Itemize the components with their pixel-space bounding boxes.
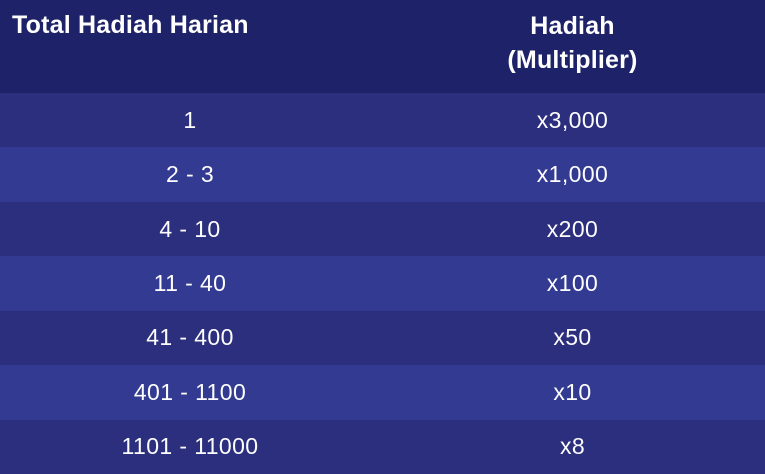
column-header-hadiah-label: Hadiah (530, 12, 615, 40)
cell-total-hadiah-harian: 2 - 3 (0, 147, 380, 201)
cell-value-multiplier: x10 (553, 378, 592, 405)
cell-total-hadiah-harian: 401 - 1100 (0, 365, 380, 419)
table-header-row: Total Hadiah Harian Hadiah (Multiplier) (0, 0, 765, 93)
table-row: 2 - 3 x1,000 (0, 147, 765, 202)
cell-value-range: 11 - 40 (153, 269, 227, 296)
cell-value-range: 41 - 400 (146, 324, 234, 351)
cell-total-hadiah-harian: 11 - 40 (0, 256, 380, 310)
table-row: 1101 - 11000 x8 (0, 419, 765, 474)
cell-hadiah-multiplier: x3,000 (380, 93, 765, 147)
column-header-multiplier-label: (Multiplier) (507, 46, 638, 74)
cell-value-multiplier: x50 (553, 324, 592, 351)
cell-hadiah-multiplier: x100 (380, 256, 765, 310)
column-header-total-hadiah-harian: Total Hadiah Harian (0, 0, 380, 42)
cell-value-multiplier: x3,000 (536, 106, 609, 133)
table-row: 11 - 40 x100 (0, 256, 765, 311)
table-row: 1 x3,000 (0, 93, 765, 148)
cell-value-range: 2 - 3 (165, 161, 215, 188)
cell-value-range: 1 (183, 106, 197, 133)
cell-value-range: 401 - 1100 (133, 378, 247, 405)
cell-total-hadiah-harian: 1 (0, 93, 380, 147)
cell-hadiah-multiplier: x8 (380, 420, 765, 474)
cell-total-hadiah-harian: 1101 - 11000 (0, 420, 380, 474)
cell-value-multiplier: x100 (546, 269, 599, 296)
cell-value-range: 1101 - 11000 (121, 433, 259, 460)
cell-value-multiplier: x1,000 (536, 161, 609, 188)
cell-hadiah-multiplier: x10 (380, 365, 765, 419)
cell-hadiah-multiplier: x50 (380, 311, 765, 365)
table-row: 401 - 1100 x10 (0, 365, 765, 420)
cell-value-multiplier: x8 (559, 433, 586, 460)
cell-value-range: 4 - 10 (159, 215, 221, 242)
cell-hadiah-multiplier: x200 (380, 202, 765, 256)
cell-total-hadiah-harian: 41 - 400 (0, 311, 380, 365)
column-header-hadiah-multiplier: Hadiah (Multiplier) (380, 0, 765, 77)
column-header-total-hadiah-harian-label: Total Hadiah Harian (12, 11, 249, 39)
cell-value-multiplier: x200 (546, 215, 599, 242)
cell-hadiah-multiplier: x1,000 (380, 147, 765, 201)
cell-total-hadiah-harian: 4 - 10 (0, 202, 380, 256)
table-body: 1 x3,000 2 - 3 x1,000 4 - 10 x200 1 (0, 93, 765, 474)
table-row: 41 - 400 x50 (0, 310, 765, 366)
table-row: 4 - 10 x200 (0, 201, 765, 257)
